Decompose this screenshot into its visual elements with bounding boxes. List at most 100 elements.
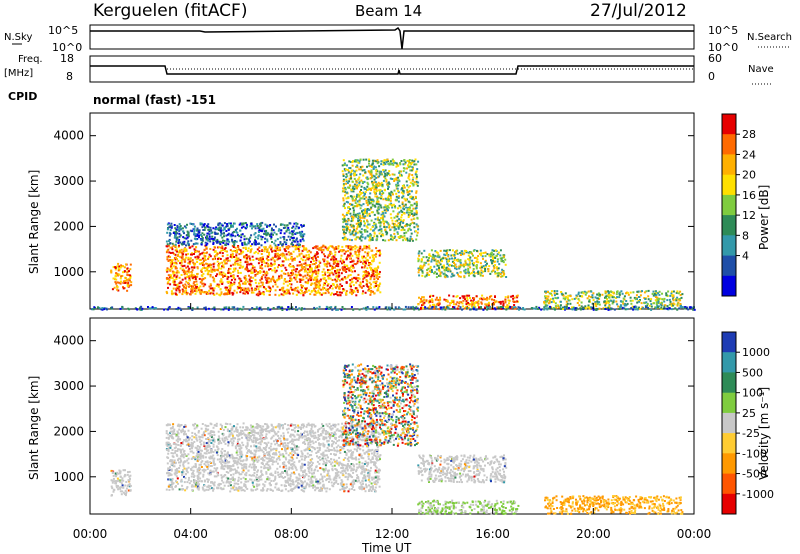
data-cell: [368, 159, 371, 162]
data-cell: [183, 287, 186, 290]
data-cell: [262, 227, 265, 230]
data-cell: [205, 238, 208, 241]
data-cell: [174, 234, 177, 237]
data-cell: [170, 226, 173, 229]
data-cell: [397, 184, 400, 187]
data-cell: [305, 270, 308, 273]
data-cell: [119, 490, 122, 493]
data-cell: [383, 209, 386, 212]
data-cell: [278, 288, 281, 291]
data-cell: [489, 305, 492, 308]
data-cell: [231, 253, 234, 256]
data-cell: [487, 270, 490, 273]
data-cell: [227, 228, 230, 231]
data-cell: [296, 240, 299, 243]
data-cell: [680, 306, 683, 309]
data-cell: [276, 254, 279, 257]
data-cell: [407, 229, 410, 232]
data-cell: [390, 190, 393, 193]
data-cell: [201, 223, 204, 226]
data-cell: [579, 295, 582, 298]
data-cell: [348, 231, 351, 234]
data-cell: [368, 162, 370, 165]
data-cell: [326, 260, 329, 263]
data-cell: [280, 306, 283, 309]
data-cell: [343, 307, 346, 310]
data-cell: [213, 269, 216, 272]
data-cell: [196, 242, 199, 245]
data-cell: [225, 230, 228, 232]
data-cell: [663, 300, 666, 303]
data-cell: [366, 226, 369, 229]
data-cell: [352, 259, 355, 262]
data-cell: [617, 305, 620, 308]
data-cell: [226, 291, 229, 294]
data-cell: [405, 180, 408, 183]
data-cell: [348, 238, 351, 241]
data-cell: [477, 271, 479, 274]
data-cell: [352, 264, 354, 267]
data-cell: [320, 246, 323, 249]
data-cell: [353, 174, 356, 177]
data-cell: [177, 240, 180, 243]
data-cell: [491, 259, 494, 262]
data-cell: [181, 254, 184, 257]
data-cell: [427, 267, 430, 270]
data-cell: [369, 263, 371, 266]
data-cell: [216, 241, 218, 244]
data-cell: [393, 178, 396, 181]
data-cell: [173, 224, 176, 226]
data-cell: [380, 206, 383, 209]
data-cell: [500, 271, 503, 274]
data-cell: [329, 250, 332, 253]
data-cell: [374, 255, 377, 258]
data-cell: [338, 250, 341, 253]
data-cell: [403, 184, 405, 187]
data-cell: [573, 297, 576, 300]
data-cell: [474, 305, 477, 308]
data-cell: [339, 283, 342, 286]
data-cell: [689, 306, 692, 309]
data-cell: [128, 284, 131, 287]
data-cell: [453, 303, 455, 306]
data-cell: [491, 262, 494, 265]
data-cell: [559, 308, 562, 310]
data-cell: [398, 218, 401, 221]
data-cell: [368, 281, 371, 284]
data-cell: [271, 269, 274, 272]
data-cell: [373, 188, 376, 191]
data-cell: [270, 229, 273, 232]
data-cell: [335, 272, 338, 275]
data-cell: [379, 291, 382, 294]
data-cell: [342, 159, 345, 162]
data-cell: [170, 267, 173, 270]
data-cell: [255, 293, 258, 296]
data-cell: [603, 308, 606, 310]
data-cell: [224, 262, 227, 265]
data-cell: [239, 288, 242, 291]
data-cell: [280, 293, 283, 296]
data-cell: [200, 269, 203, 272]
data-cell: [191, 287, 194, 290]
data-cell: [226, 239, 229, 242]
data-cell: [402, 212, 405, 215]
data-cell: [270, 232, 273, 235]
data-cell: [251, 224, 254, 227]
data-cell: [663, 297, 666, 300]
data-cell: [177, 271, 180, 274]
data-cell: [612, 299, 615, 302]
data-cell: [264, 265, 267, 268]
data-cell: [115, 474, 118, 477]
data-cell: [249, 225, 252, 228]
data-cell: [200, 262, 203, 265]
data-cell: [408, 209, 411, 211]
data-cell: [366, 210, 368, 213]
data-cell: [375, 190, 378, 192]
data-cell: [680, 296, 683, 299]
data-cell: [287, 273, 290, 276]
data-cell: [381, 190, 384, 193]
data-cell: [179, 307, 182, 310]
data-cell: [651, 292, 654, 295]
data-cell: [556, 290, 559, 293]
data-cell: [394, 205, 396, 208]
